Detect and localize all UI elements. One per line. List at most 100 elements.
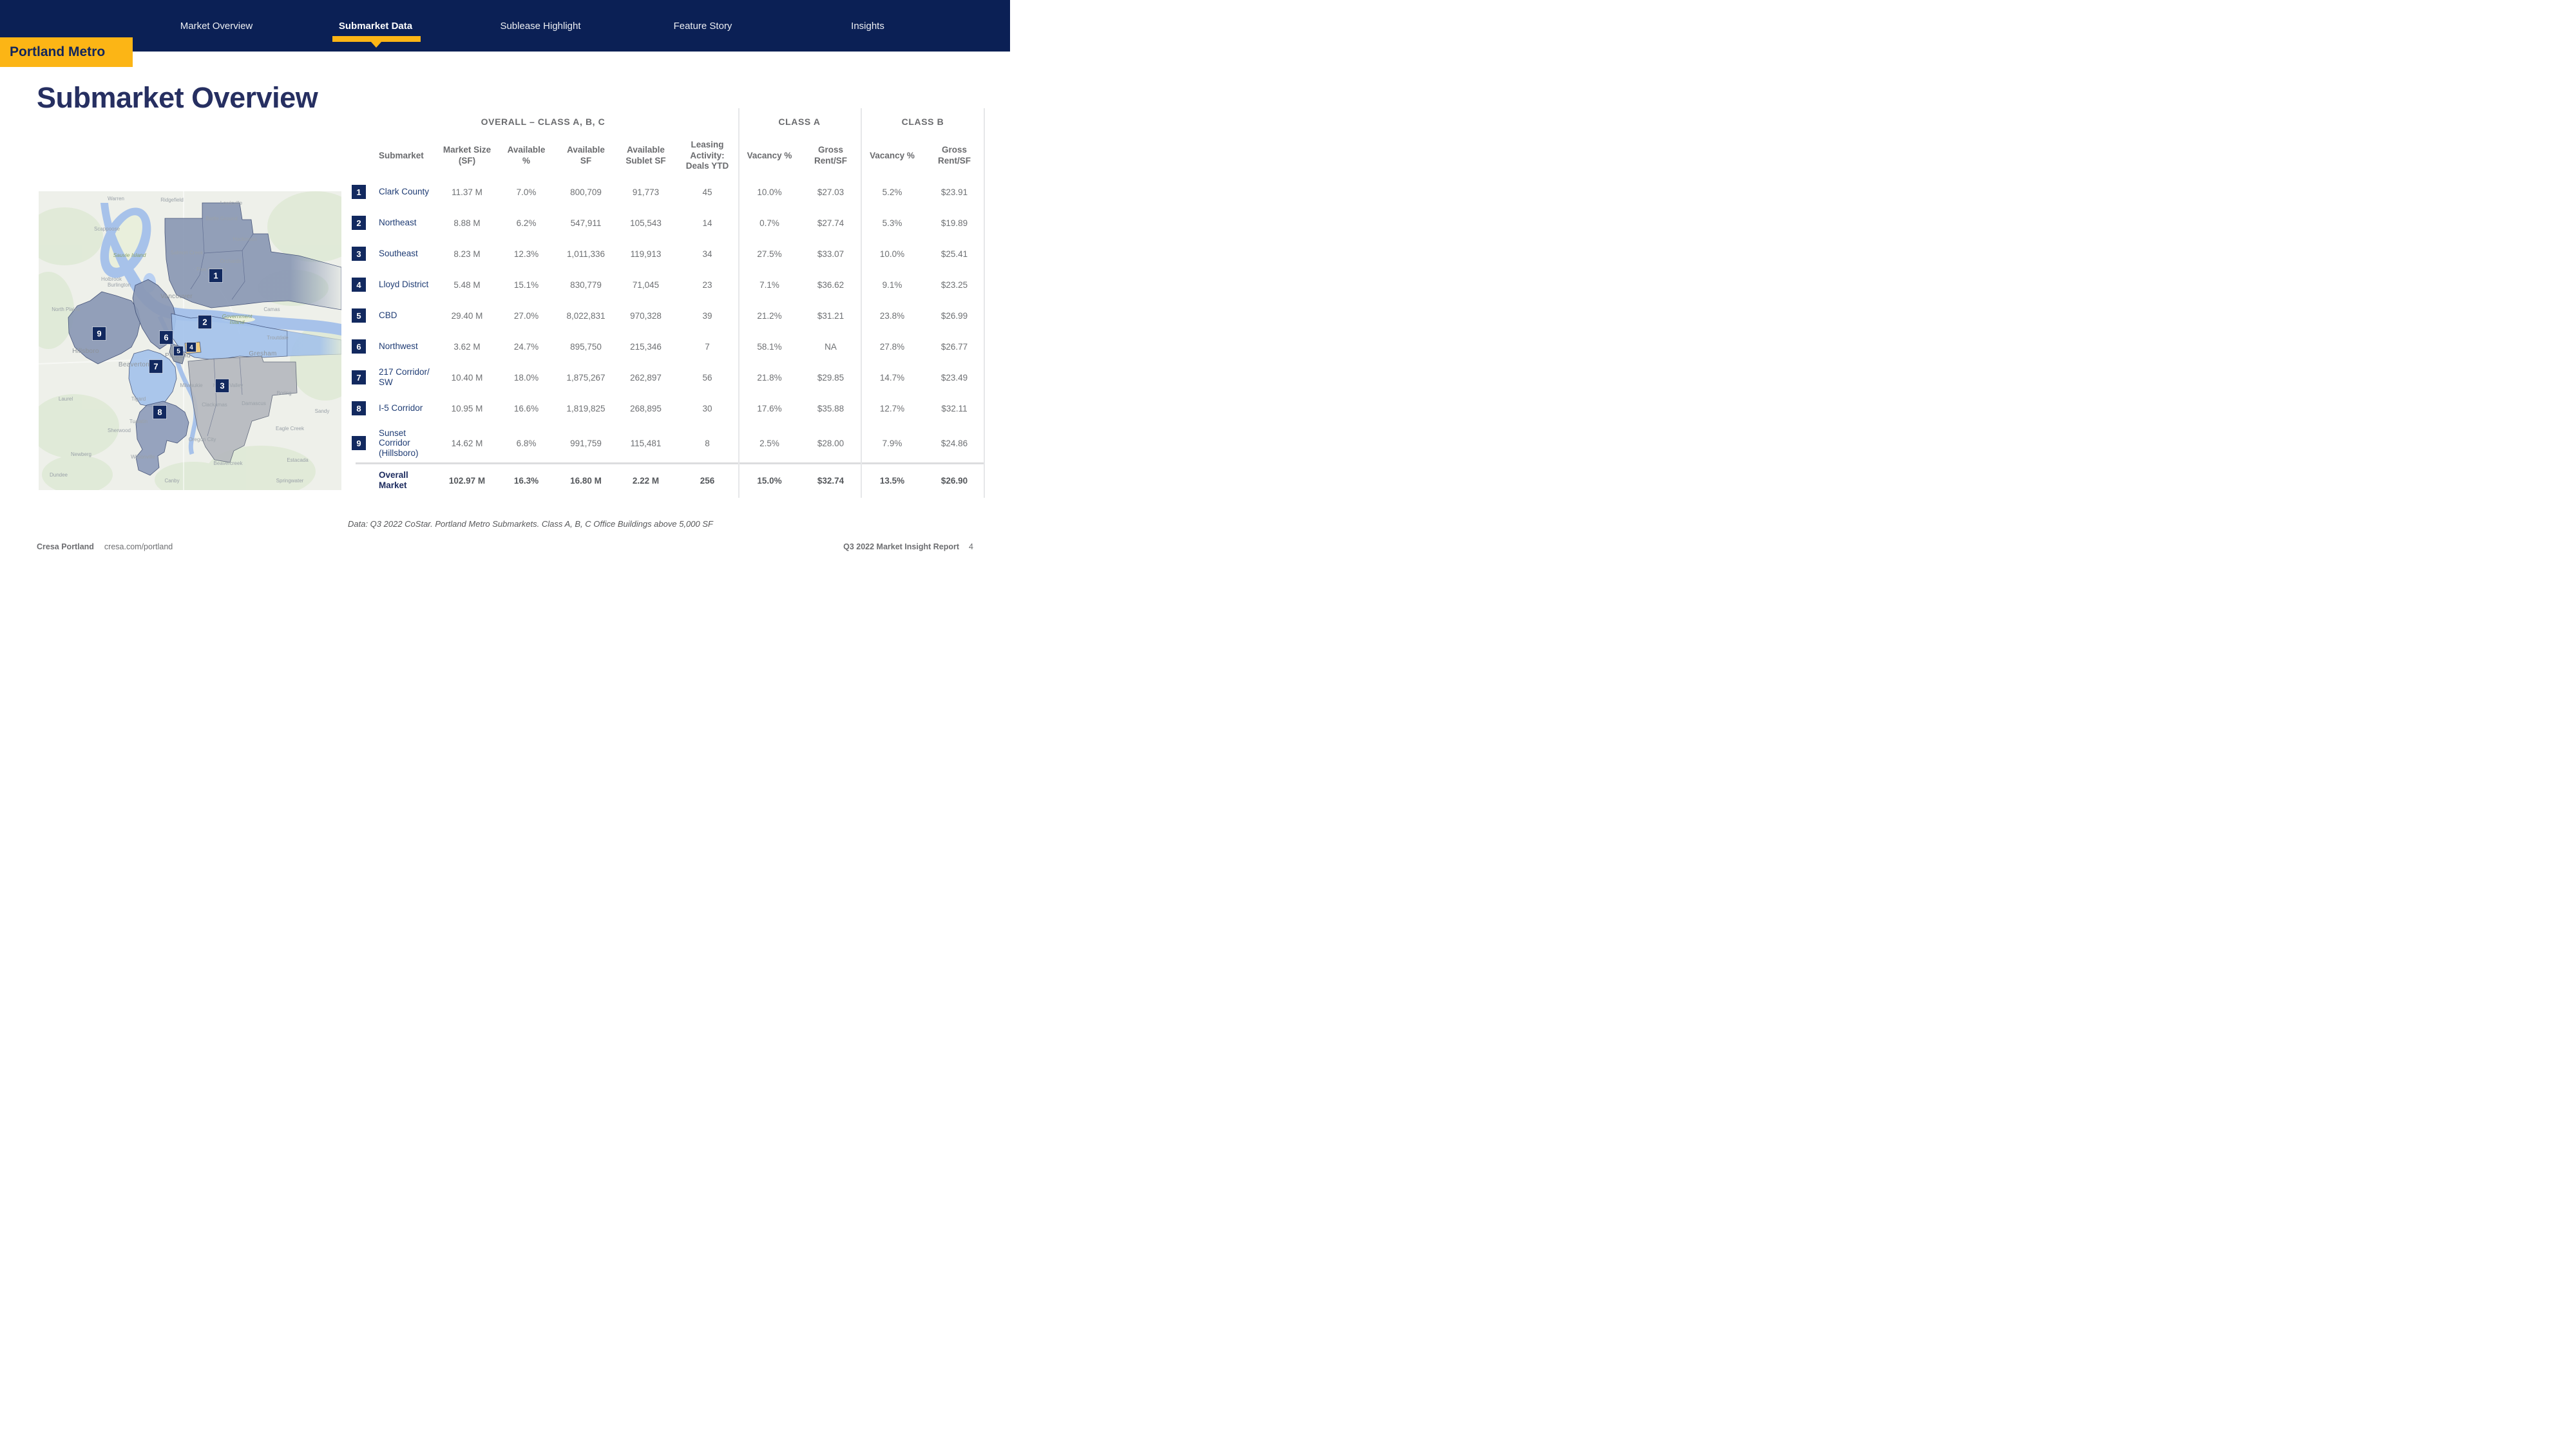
nav-item-submarket-data[interactable]: Submarket Data bbox=[338, 21, 413, 32]
map-label: Gresham bbox=[249, 350, 276, 357]
cell-vacancy-b: 5.2% bbox=[882, 187, 902, 197]
table-row-submarket: 7 217 Corridor/ SW bbox=[348, 362, 438, 393]
map-label: Hockinson bbox=[233, 236, 256, 242]
column-header-text: Vacancy % bbox=[870, 150, 915, 160]
table-row-submarket: 4 Lloyd District bbox=[348, 269, 438, 300]
nav-item-insights[interactable]: Insights bbox=[851, 21, 884, 32]
submarket-name: 217 Corridor/ SW bbox=[379, 367, 430, 387]
cell-leasing: 8 bbox=[705, 438, 710, 448]
cell-leasing: 23 bbox=[702, 279, 712, 290]
column-header-text: Gross Rent/SF bbox=[937, 145, 971, 166]
map-label: Government bbox=[222, 313, 253, 319]
cell-vacancy-b: 14.7% bbox=[879, 372, 905, 383]
map-marker-number: 7 bbox=[153, 362, 158, 372]
map-label: Sandy bbox=[315, 408, 330, 414]
map-marker-number: 8 bbox=[157, 408, 162, 417]
map-marker-5 bbox=[173, 346, 184, 356]
column-header-market-size: Market Size (SF) bbox=[438, 135, 496, 176]
cell-sublet-sf: 215,346 bbox=[630, 341, 662, 352]
submarket-name: Clark County bbox=[379, 187, 430, 197]
map-number-markers: 1 2 3 4 5 6 7 8 9 bbox=[92, 269, 229, 419]
cell-available-pct: 18.0% bbox=[513, 372, 539, 383]
cell-sublet-sf: 115,481 bbox=[630, 438, 662, 448]
nav-item-market-overview[interactable]: Market Overview bbox=[180, 21, 253, 32]
map-label: Warren bbox=[108, 196, 124, 202]
cell-rent-b: $32.11 bbox=[941, 403, 968, 413]
cell-leasing: 56 bbox=[702, 372, 712, 383]
cell-available-sf: 547,911 bbox=[570, 218, 602, 228]
cell-vacancy-b: 5.3% bbox=[882, 218, 902, 228]
cell-sublet-sf: 71,045 bbox=[632, 279, 660, 290]
cell-leasing: 45 bbox=[702, 187, 712, 197]
map-label: Dundee bbox=[50, 472, 68, 478]
map-region-2-northeast-east-fade bbox=[287, 330, 341, 357]
total-sublet-sf: 2.22 M bbox=[632, 475, 660, 486]
cell-vacancy-b: 10.0% bbox=[879, 249, 905, 259]
report-page: Market Overview Submarket Data Sublease … bbox=[0, 0, 1010, 568]
submarket-number-badge: 2 bbox=[352, 216, 366, 230]
cell-available-pct: 6.8% bbox=[516, 438, 537, 448]
table-row-submarket: 3 Southeast bbox=[348, 238, 438, 269]
total-market-size: 102.97 M bbox=[448, 475, 486, 486]
page-tag: Portland Metro bbox=[0, 37, 133, 67]
cell-rent-b: $23.91 bbox=[940, 187, 968, 197]
portland-metro-map: Warren Ridgefield Lewisville Scappoose Battl… bbox=[39, 191, 341, 490]
class-b-left-divider bbox=[861, 108, 862, 498]
nav-item-feature-story[interactable]: Feature Story bbox=[673, 21, 732, 32]
column-header-class-a-vacancy: Vacancy % bbox=[738, 135, 801, 176]
submarket-name: Northwest bbox=[379, 341, 418, 352]
map-label: Canby bbox=[164, 478, 179, 484]
columbia-river bbox=[100, 203, 341, 336]
column-header-available-pct: Available % bbox=[496, 135, 557, 176]
column-header-text: Vacancy % bbox=[747, 150, 792, 160]
cell-leasing: 30 bbox=[702, 403, 712, 413]
map-label: Beaverton bbox=[119, 361, 149, 368]
map-label: Lewisville bbox=[220, 200, 243, 206]
nav-item-sublease-highlight[interactable]: Sublease Highlight bbox=[500, 21, 581, 32]
map-label: Scappoose bbox=[94, 226, 120, 232]
submarket-name: Southeast bbox=[379, 249, 418, 259]
map-image: Warren Ridgefield Lewisville Scappoose Battl… bbox=[39, 191, 341, 490]
map-label: Beavercreek bbox=[214, 460, 243, 466]
cell-vacancy-a: 17.6% bbox=[757, 403, 782, 413]
submarket-number-badge: 6 bbox=[352, 339, 366, 354]
map-label: Tualatin bbox=[129, 419, 148, 424]
submarket-number-badge: 3 bbox=[352, 247, 366, 261]
cell-vacancy-b: 12.7% bbox=[879, 403, 905, 413]
total-available-sf: 16.80 M bbox=[570, 475, 602, 486]
cell-available-pct: 6.2% bbox=[516, 218, 537, 228]
cell-rent-b: $26.99 bbox=[940, 310, 968, 321]
cell-available-pct: 24.7% bbox=[513, 341, 539, 352]
total-rent-b: $26.90 bbox=[940, 475, 968, 486]
cell-vacancy-a: 2.5% bbox=[759, 438, 779, 448]
column-header-submarket: Submarket bbox=[379, 150, 424, 160]
table-row-submarket: 1 Clark County bbox=[348, 176, 438, 207]
cell-available-sf: 830,779 bbox=[570, 279, 602, 290]
map-marker-number: 1 bbox=[213, 271, 218, 281]
column-header-text: Market Size (SF) bbox=[443, 145, 491, 166]
cell-sublet-sf: 91,773 bbox=[632, 187, 660, 197]
table-row-submarket: 2 Northeast bbox=[348, 207, 438, 238]
submarket-table: OVERALL – CLASS A, B, C CLASS A CLASS B … bbox=[348, 108, 985, 498]
total-row-separator bbox=[356, 462, 985, 464]
table-row-submarket: 9 Sunset Corridor (Hillsboro) bbox=[348, 424, 438, 462]
map-label: North Plains bbox=[52, 307, 80, 312]
map-label: Burlington bbox=[108, 282, 131, 288]
cell-vacancy-b: 9.1% bbox=[882, 279, 902, 290]
map-label: Eagle Creek bbox=[276, 426, 305, 431]
footer-company: Cresa Portland bbox=[37, 542, 94, 551]
column-header-text: Available SF bbox=[567, 145, 605, 166]
column-header-text: Gross Rent/SF bbox=[814, 145, 847, 166]
cell-rent-b: $26.77 bbox=[940, 341, 968, 352]
map-label: Laurel bbox=[59, 396, 73, 402]
map-label: Damascus bbox=[242, 401, 266, 406]
table-row-submarket: 5 CBD bbox=[348, 300, 438, 331]
cell-market-size: 8.88 M bbox=[453, 218, 481, 228]
cell-available-sf: 1,011,336 bbox=[566, 249, 606, 259]
cell-rent-a: $35.88 bbox=[817, 403, 844, 413]
submarket-number-badge: 4 bbox=[352, 278, 366, 292]
cell-available-pct: 7.0% bbox=[516, 187, 537, 197]
map-label: Milwaukie bbox=[180, 383, 203, 388]
column-header-class-b-vacancy: Vacancy % bbox=[861, 135, 924, 176]
cell-vacancy-a: 0.7% bbox=[759, 218, 779, 228]
